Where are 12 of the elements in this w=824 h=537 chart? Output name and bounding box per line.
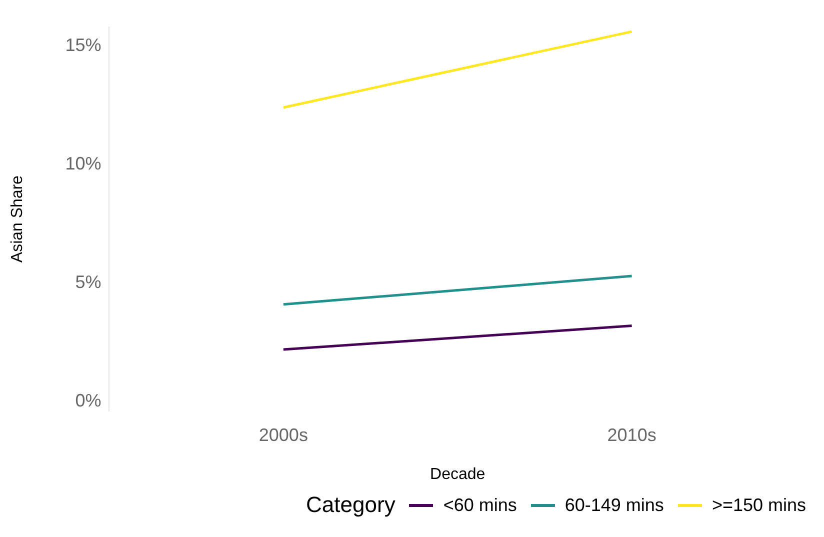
y-axis-title: Asian Share <box>9 175 26 263</box>
legend-label: >=150 mins <box>712 494 806 516</box>
legend-label: <60 mins <box>443 494 517 516</box>
legend-label: 60-149 mins <box>564 494 664 516</box>
y-tick-label: 15% <box>65 34 102 55</box>
x-tick-label: 2010s <box>607 424 656 445</box>
x-axis-title: Decade <box>430 466 486 483</box>
y-tick-label: 10% <box>65 153 102 174</box>
x-tick-label: 2000s <box>258 424 308 445</box>
y-tick-label: 0% <box>75 390 102 411</box>
y-tick-label: 5% <box>75 272 102 292</box>
legend-title: Category <box>306 492 396 518</box>
